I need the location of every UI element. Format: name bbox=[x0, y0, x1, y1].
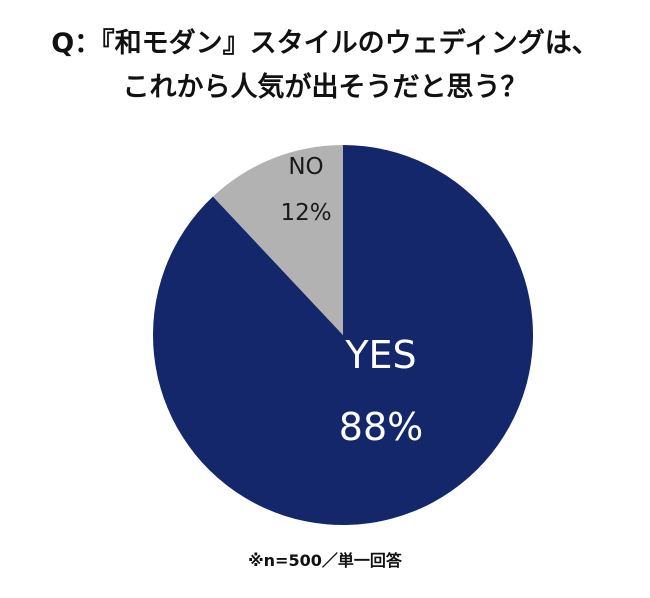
slice-value-label-yes: 88% bbox=[339, 405, 423, 449]
pie-slice-no bbox=[212, 145, 343, 335]
chart-title-line-2: これから人気が出そうだと思う？ bbox=[122, 72, 528, 103]
slice-category-label-yes: YES bbox=[344, 333, 416, 377]
sample-note: ※n=500／単一回答 bbox=[248, 551, 402, 570]
chart-title-line-1: Q：『和モダン』スタイルのウェディングは、 bbox=[51, 28, 599, 59]
pie-slices bbox=[153, 145, 534, 525]
pie-labels: YES 88% NO 12% bbox=[280, 154, 423, 449]
slice-value-label-no: 12% bbox=[280, 200, 331, 226]
chart-title: Q：『和モダン』スタイルのウェディングは、 これから人気が出そうだと思う？ bbox=[0, 22, 650, 110]
slice-category-label-no: NO bbox=[288, 154, 323, 180]
